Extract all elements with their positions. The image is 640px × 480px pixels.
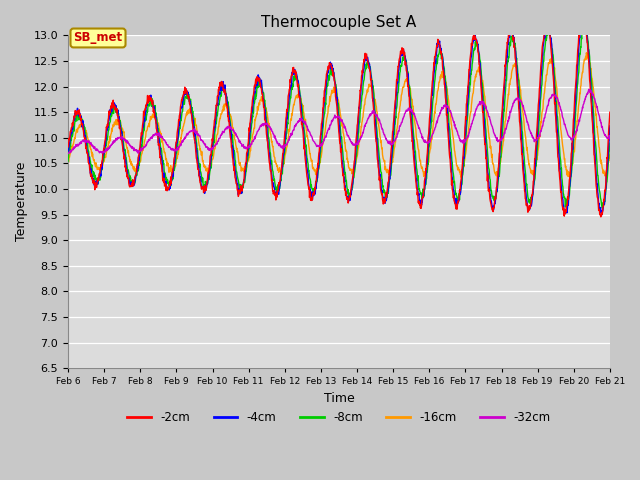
Legend: -2cm, -4cm, -8cm, -16cm, -32cm: -2cm, -4cm, -8cm, -16cm, -32cm [123, 407, 556, 429]
Title: Thermocouple Set A: Thermocouple Set A [261, 15, 417, 30]
Y-axis label: Temperature: Temperature [15, 162, 28, 241]
Text: SB_met: SB_met [74, 32, 123, 45]
X-axis label: Time: Time [324, 392, 355, 405]
